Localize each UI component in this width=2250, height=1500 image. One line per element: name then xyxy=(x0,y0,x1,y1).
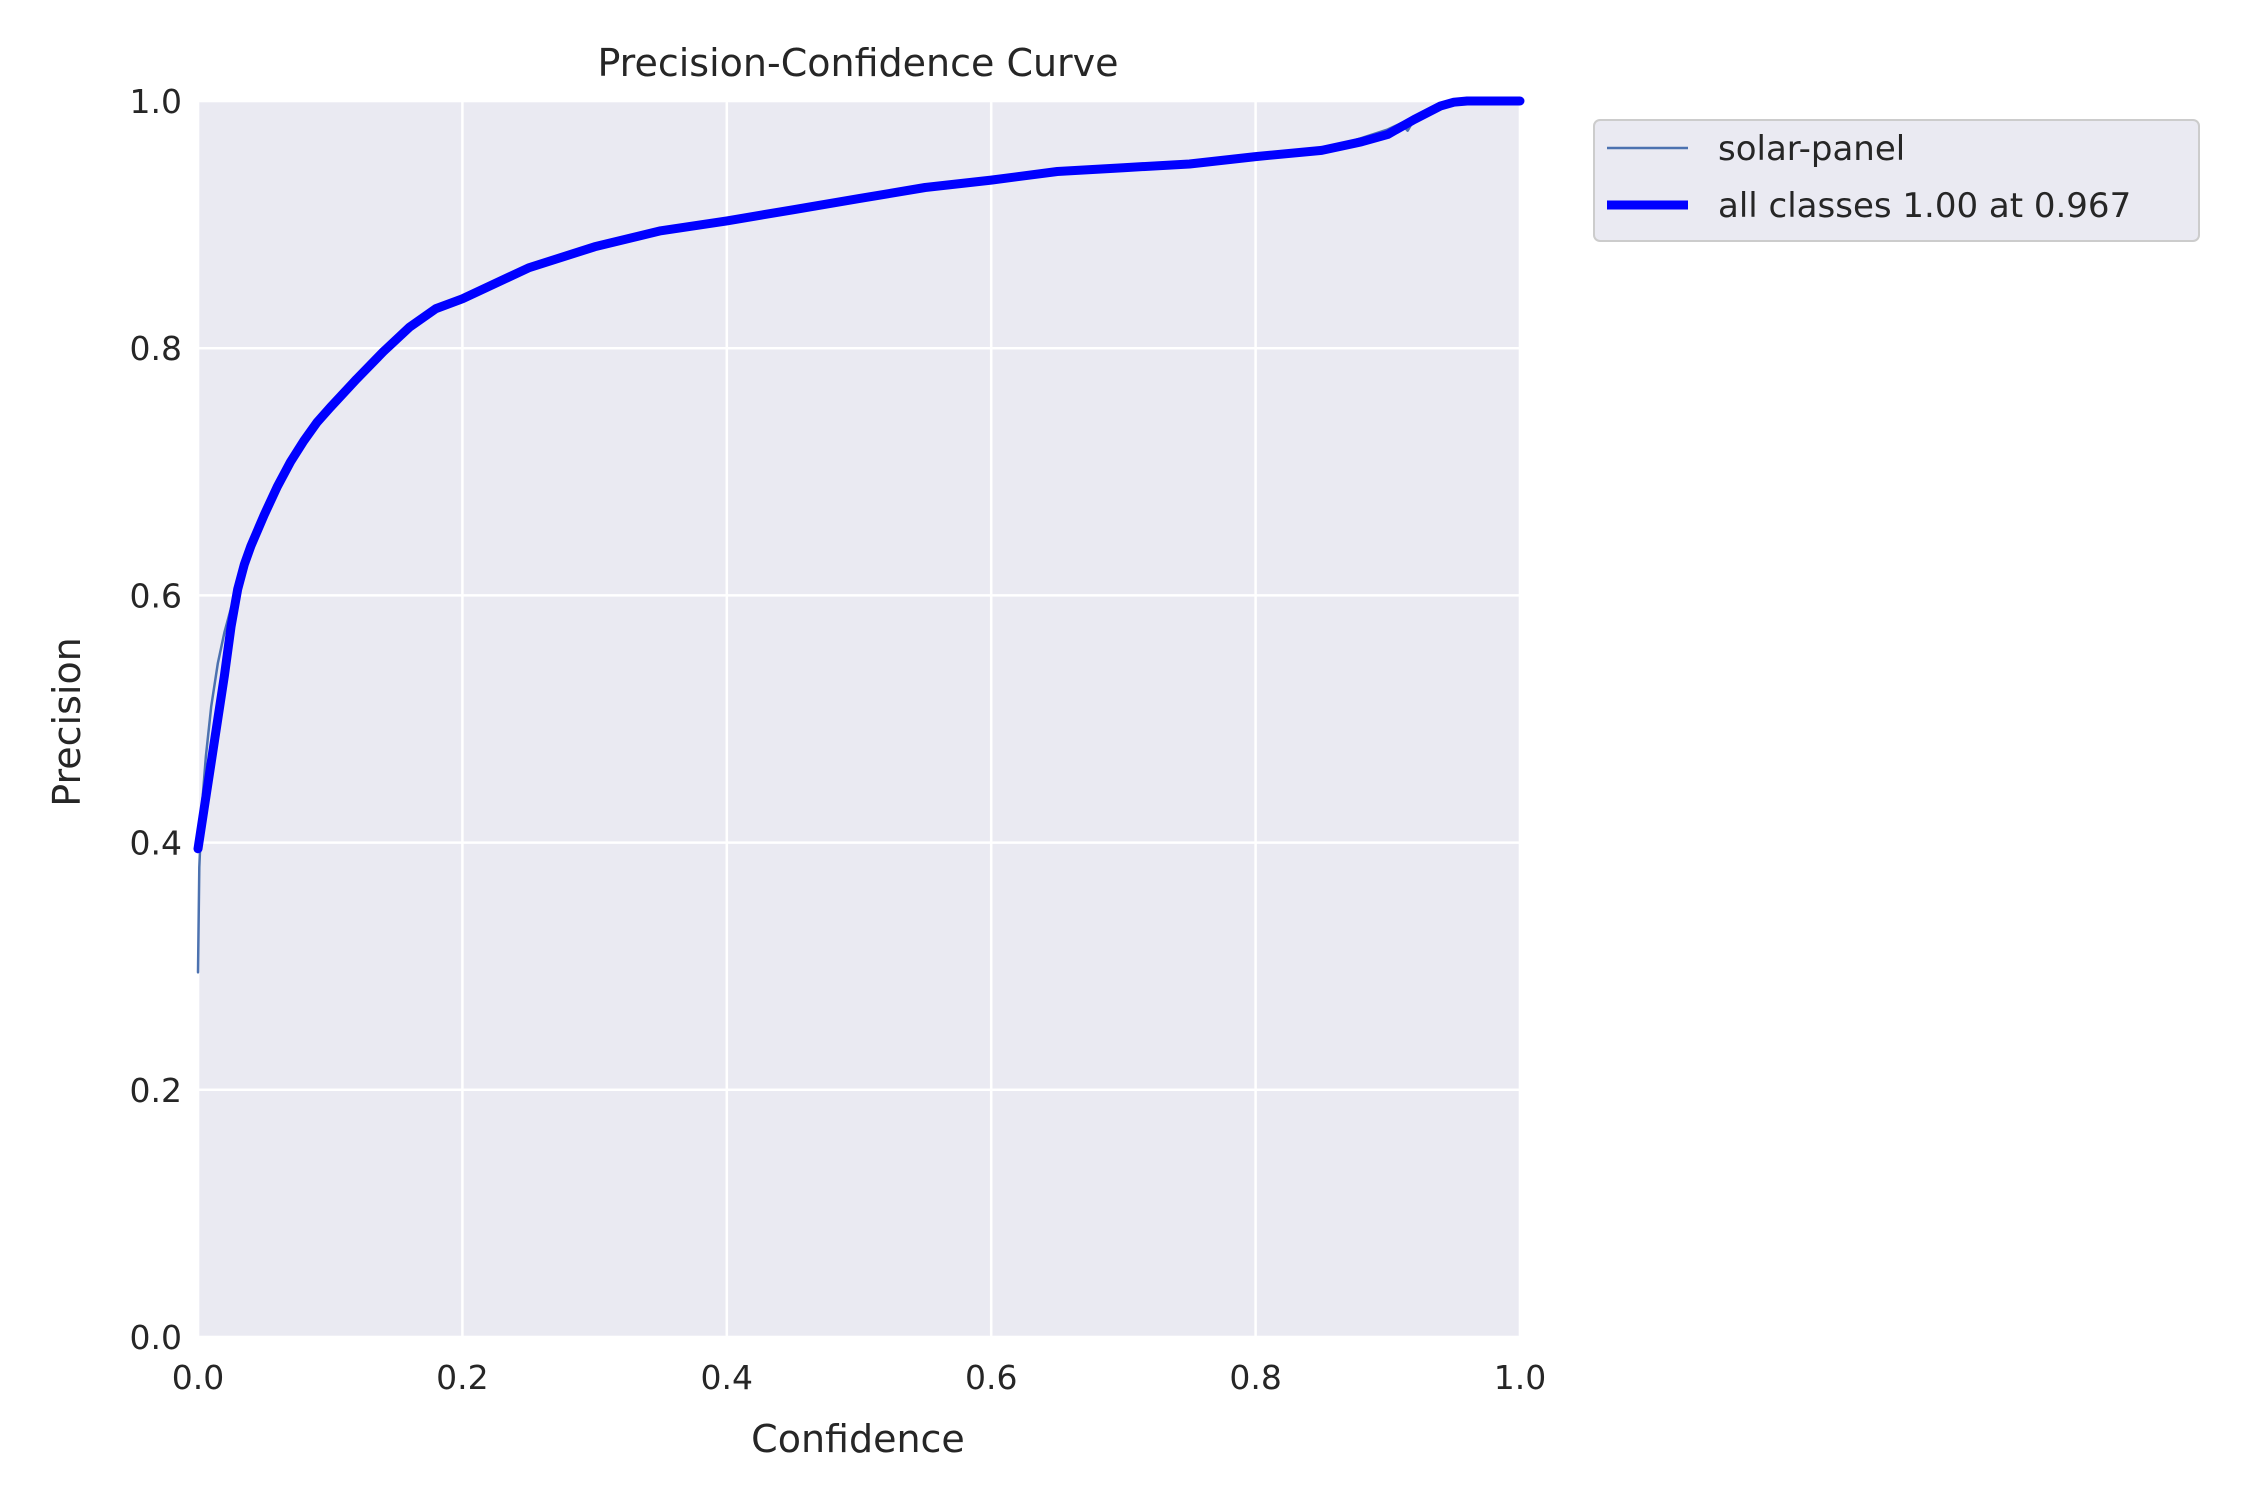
y-axis-label: Precision xyxy=(45,637,89,807)
x-tick-label: 0.4 xyxy=(701,1358,753,1397)
x-tick-label: 0.8 xyxy=(1229,1358,1281,1397)
y-tick-label: 0.6 xyxy=(130,576,182,615)
plot-background xyxy=(198,101,1520,1337)
x-tick-label: 1.0 xyxy=(1494,1358,1546,1397)
y-tick-label: 0.0 xyxy=(130,1318,182,1357)
x-tick-label: 0.0 xyxy=(172,1358,224,1397)
tick-labels: 0.0 0.2 0.4 0.6 0.8 1.0 0.0 0.2 0.4 0.6 0.8 1.0 xyxy=(130,82,1547,1397)
x-tick-label: 0.6 xyxy=(965,1358,1017,1397)
series-lines xyxy=(193,96,1525,974)
legend-box xyxy=(1593,119,2200,242)
grid-lines xyxy=(196,99,1522,1339)
y-tick-label: 0.4 xyxy=(130,824,182,863)
series-line-all-classes xyxy=(193,96,1525,854)
legend-label-solar-panel: solar-panel xyxy=(1718,129,1905,169)
x-axis-label: Confidence xyxy=(751,1417,965,1461)
y-tick-label: 0.8 xyxy=(130,329,182,368)
y-tick-label: 0.2 xyxy=(130,1071,182,1110)
chart-title: Precision-Confidence Curve xyxy=(597,41,1118,85)
legend-label-all-classes: all classes 1.00 at 0.967 xyxy=(1718,186,2131,226)
x-tick-label: 0.2 xyxy=(436,1358,488,1397)
y-tick-label: 1.0 xyxy=(130,82,182,121)
legend: solar-panel all classes 1.00 at 0.967 xyxy=(1593,119,2200,242)
